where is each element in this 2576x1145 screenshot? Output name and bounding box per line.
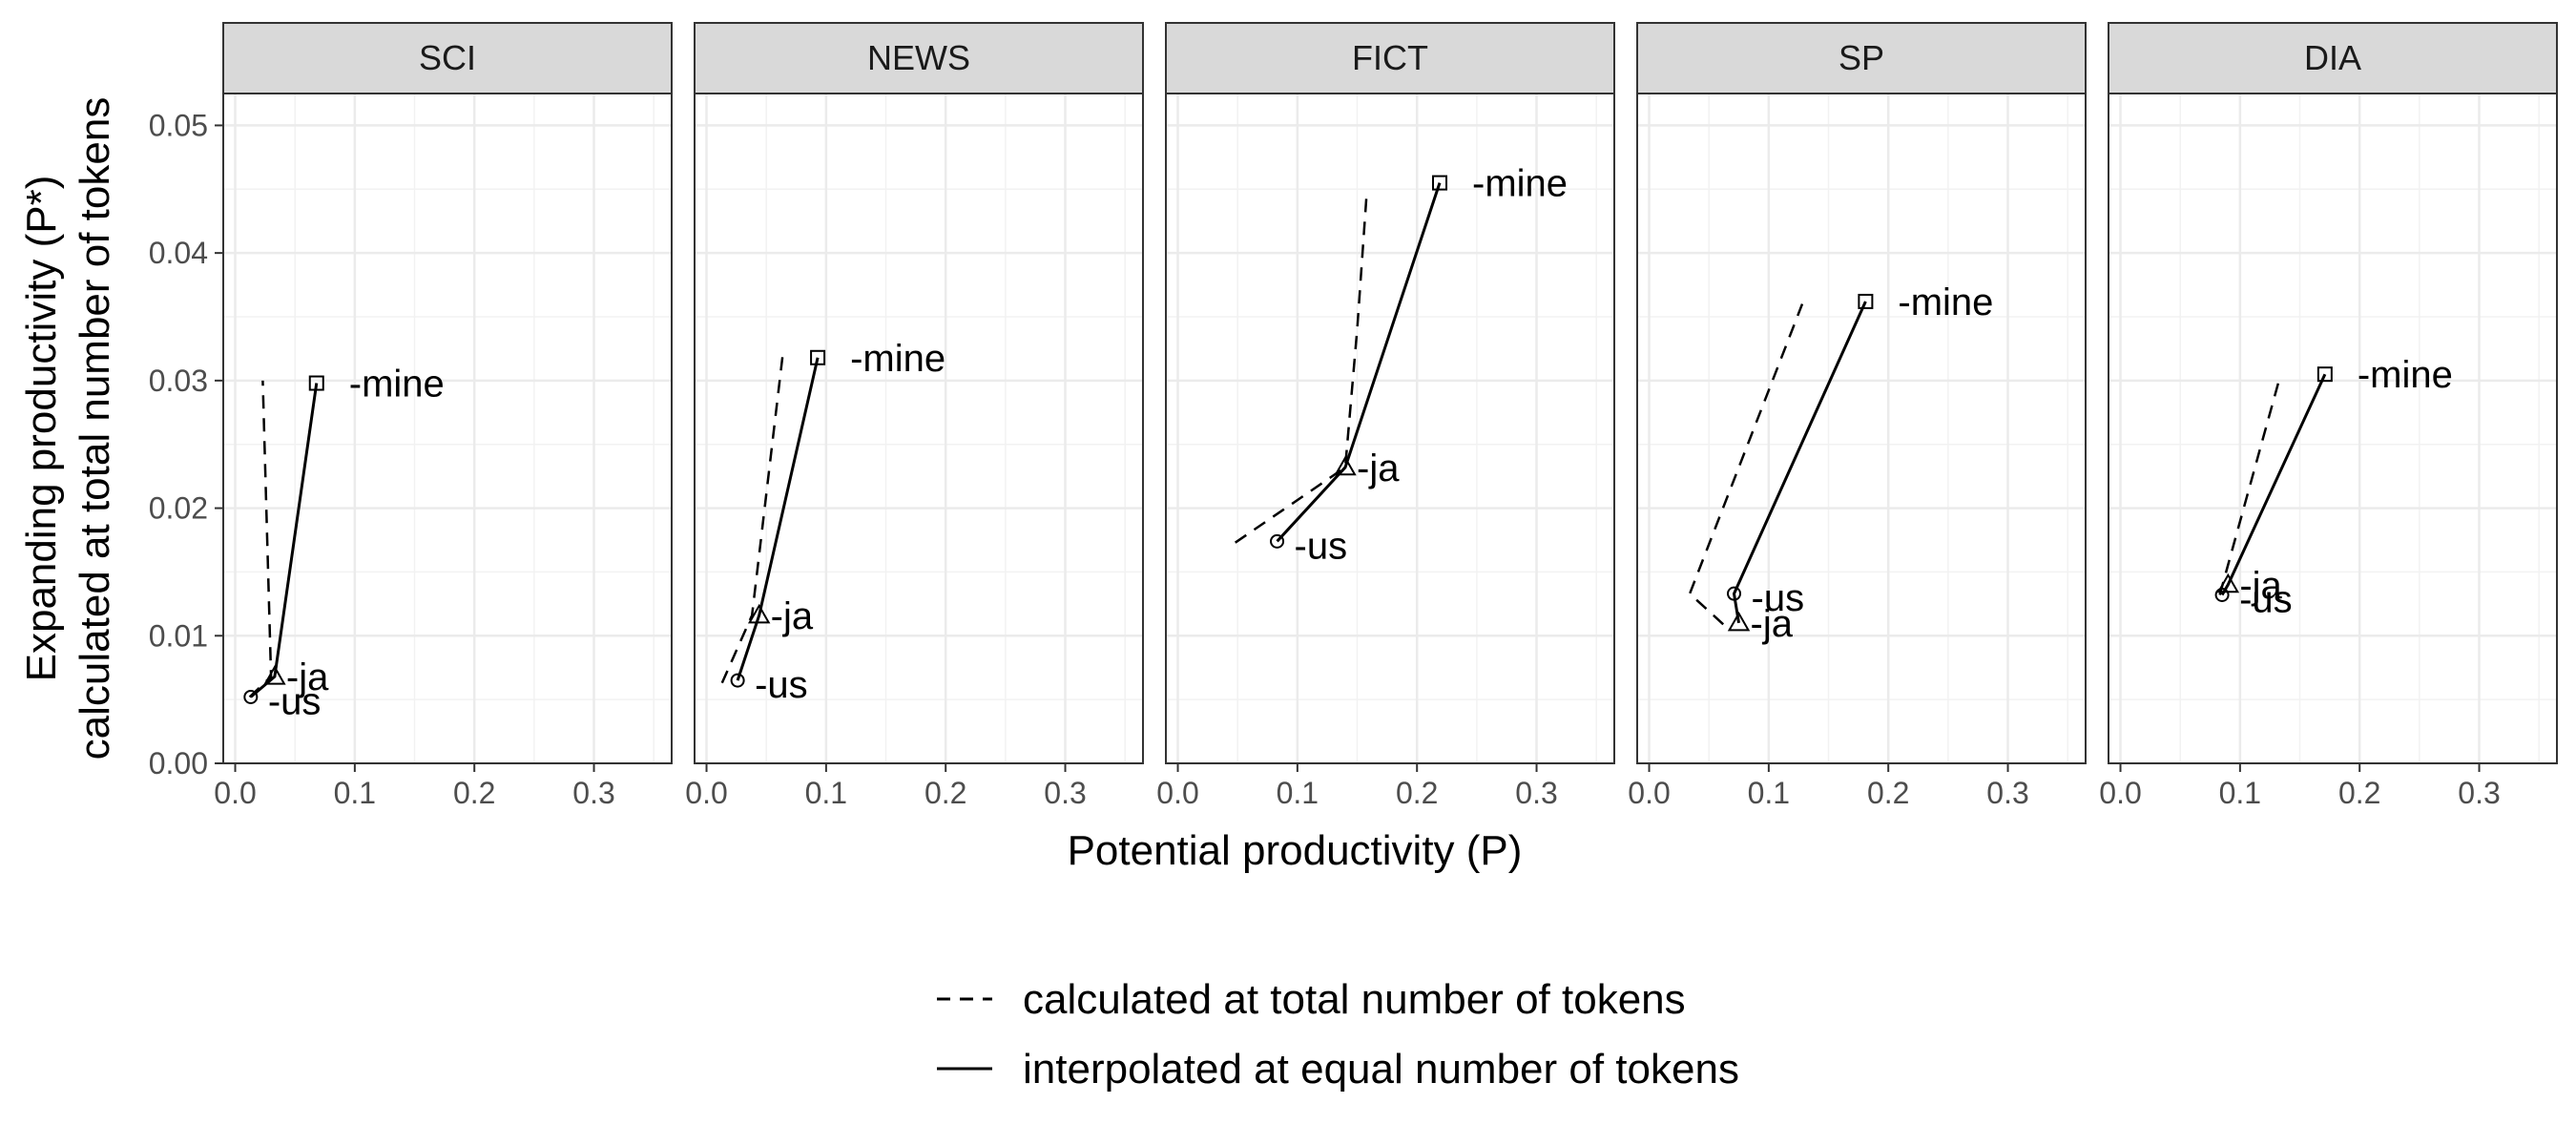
point-marker-circle [243, 689, 259, 704]
point-marker-circle [2214, 587, 2230, 602]
x-tick-label: 0.3 [1986, 776, 2028, 810]
facet-strip-label: NEWS [867, 38, 970, 77]
x-tick-label: 0.3 [1044, 776, 1086, 810]
series-line-interpolated [249, 383, 319, 698]
series-line-interpolated [1276, 182, 1442, 543]
facet-strip [694, 22, 1144, 94]
point-marker-circle [730, 673, 745, 688]
point-label: -ja [1357, 448, 1400, 489]
panel-sp: -ja-us -mine SP 0.0 0.1 0.2 0.3 [1628, 22, 2087, 810]
x-tick-label: 0.3 [2458, 776, 2500, 810]
legend-solid-label: interpolated at equal number of tokens [1023, 1046, 1739, 1093]
x-tick-label: 0.0 [1156, 776, 1198, 810]
point-label: -mine [349, 364, 445, 406]
facet-strip [1636, 22, 2087, 94]
point-marker-circle [1270, 533, 1285, 549]
point-marker-square [1432, 175, 1448, 191]
point-label: -mine [1898, 281, 1993, 323]
point-marker-triangle [2216, 572, 2240, 593]
point-label: -ja [1751, 603, 1794, 645]
x-tick-label: 0.2 [453, 776, 495, 810]
point-marker-circle [1727, 586, 1742, 601]
facet-strip [222, 22, 673, 94]
legend-dashed-label: calculated at total number of tokens [1023, 976, 1686, 1023]
point-label: -us [1295, 525, 1348, 567]
facet-strip-label: SP [1839, 38, 1884, 77]
point-label: -ja [2239, 565, 2282, 607]
point-label: -ja [771, 595, 814, 637]
x-tick-label: 0.0 [2099, 776, 2141, 810]
x-tick-label: 0.0 [1628, 776, 1670, 810]
facet-strip-label: FICT [1352, 38, 1428, 77]
panel-background [1166, 94, 1614, 763]
point-marker-triangle [1727, 611, 1751, 632]
panel-sci: -us-ja -mine SCI 0.0 0.1 0.2 0.3 [214, 22, 673, 810]
series-line-calculated [720, 352, 784, 684]
y-axis-title-line-1: Expanding productivity (P*) [18, 176, 65, 682]
y-tick-label: 0.05 [149, 108, 208, 142]
panel-fict: -us-ja -mine FICT 0.0 0.1 0.2 0.3 [1156, 22, 1615, 810]
point-marker-square [810, 349, 826, 365]
x-tick-label: 0.2 [1396, 776, 1438, 810]
series-line-calculated [2218, 373, 2282, 595]
x-tick-label: 0.1 [2219, 776, 2261, 810]
y-tick-label: 0.03 [149, 364, 208, 398]
panel-background [223, 94, 672, 763]
facet-strip [1165, 22, 1615, 94]
point-label: -us [2239, 578, 2293, 620]
point-marker-square [2316, 366, 2333, 383]
x-tick-label: 0.0 [214, 776, 256, 810]
y-tick-label: 0.04 [149, 236, 208, 270]
point-label: -mine [2358, 354, 2453, 396]
x-tick-label: 0.3 [572, 776, 614, 810]
y-axis-title-line-2: calculated at total number of tokens [72, 97, 118, 760]
point-label: -us [268, 680, 322, 722]
point-label: -mine [1472, 163, 1568, 205]
y-tick-label: 0.02 [149, 491, 208, 526]
panel-background [695, 94, 1143, 763]
panel-background [2109, 94, 2557, 763]
point-label: -us [1752, 577, 1805, 619]
y-tick-label: 0.01 [149, 618, 208, 653]
point-marker-square [1858, 293, 1874, 309]
point-label: -us [755, 664, 808, 706]
x-tick-label: 0.1 [1277, 776, 1319, 810]
y-tick-label: 0.00 [149, 746, 208, 781]
x-tick-label: 0.0 [685, 776, 727, 810]
x-tick-label: 0.3 [1515, 776, 1557, 810]
point-marker-triangle [263, 665, 286, 685]
facet-strip-label: SCI [419, 38, 476, 77]
x-axis-title: Potential productivity (P) [1068, 827, 1523, 874]
panel-background [1637, 94, 2086, 763]
x-tick-label: 0.2 [2338, 776, 2380, 810]
series-line-interpolated [1732, 301, 1867, 624]
point-marker-square [308, 375, 324, 391]
x-tick-label: 0.1 [334, 776, 376, 810]
panel-dia: -us-ja -mine DIA 0.0 0.1 0.2 0.3 [2099, 22, 2558, 810]
x-tick-label: 0.1 [805, 776, 847, 810]
point-marker-triangle [1334, 455, 1357, 476]
x-axis-title-group: Potential productivity (P) [1068, 827, 1523, 874]
point-label: -ja [286, 656, 329, 698]
y-axis: 0.00 0.01 0.02 0.03 0.04 0.05 [149, 108, 223, 781]
legend: calculated at total number of tokens int… [937, 976, 1739, 1093]
x-tick-label: 0.2 [1867, 776, 1909, 810]
panel-news: -us -ja -mine NEWS 0.0 0.1 0.2 0.3 [685, 22, 1144, 810]
facet-strip [2108, 22, 2558, 94]
series-line-calculated [1688, 303, 1804, 626]
x-tick-label: 0.1 [1748, 776, 1790, 810]
y-axis-title-group: Expanding productivity (P*) calculated a… [18, 97, 118, 760]
x-tick-label: 0.2 [924, 776, 966, 810]
facet-strip-label: DIA [2304, 38, 2361, 77]
point-marker-triangle [747, 603, 771, 624]
series-line-interpolated [736, 357, 820, 681]
point-label: -mine [850, 338, 945, 380]
